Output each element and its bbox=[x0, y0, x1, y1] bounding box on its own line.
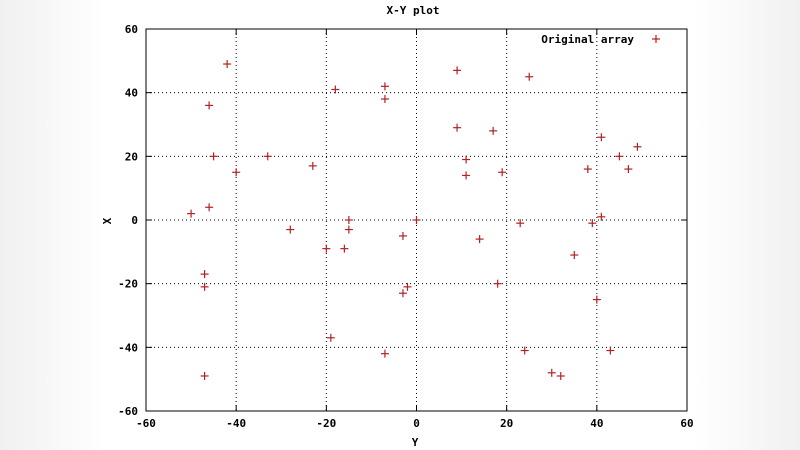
data-point bbox=[205, 203, 214, 212]
data-point bbox=[633, 142, 642, 151]
data-point bbox=[223, 60, 232, 69]
data-point bbox=[453, 123, 462, 132]
data-points bbox=[187, 60, 642, 380]
y-axis-label: X bbox=[101, 217, 114, 224]
data-point bbox=[286, 225, 295, 234]
y-tick-label: -40 bbox=[118, 341, 138, 354]
x-axis-label: Y bbox=[412, 436, 419, 449]
y-tick-label: -60 bbox=[118, 405, 138, 418]
legend-label: Original array bbox=[541, 33, 634, 46]
data-point bbox=[344, 225, 353, 234]
data-point bbox=[606, 346, 615, 355]
data-point bbox=[308, 161, 317, 170]
tick-labels: -60 -40 -20 0 20 40 60 -60 -40 -20 0 20 40 60 bbox=[118, 23, 694, 430]
data-point bbox=[475, 235, 484, 244]
data-point bbox=[200, 282, 209, 291]
data-point bbox=[403, 282, 412, 291]
y-tick-label: -20 bbox=[118, 278, 138, 291]
data-point bbox=[516, 219, 525, 228]
x-tick-label: -20 bbox=[316, 417, 336, 430]
data-point bbox=[187, 209, 196, 218]
data-point bbox=[583, 165, 592, 174]
x-tick-label: 40 bbox=[590, 417, 603, 430]
data-point bbox=[597, 133, 606, 142]
y-tick-label: 20 bbox=[125, 150, 138, 163]
x-tick-label: 0 bbox=[413, 417, 420, 430]
data-point bbox=[380, 349, 389, 358]
y-tick-label: 60 bbox=[125, 23, 138, 36]
data-point bbox=[380, 82, 389, 91]
x-tick-label: 20 bbox=[500, 417, 513, 430]
data-point bbox=[200, 270, 209, 279]
chart-title: X-Y plot bbox=[387, 4, 440, 17]
data-point bbox=[615, 152, 624, 161]
data-point bbox=[263, 152, 272, 161]
data-point bbox=[462, 171, 471, 180]
data-point bbox=[205, 101, 214, 110]
data-point bbox=[322, 244, 331, 253]
data-point bbox=[588, 219, 597, 228]
data-point bbox=[380, 95, 389, 104]
y-tick-label: 40 bbox=[125, 87, 138, 100]
legend: Original array bbox=[541, 33, 660, 46]
data-point bbox=[489, 126, 498, 135]
data-point bbox=[412, 216, 421, 224]
x-tick-label: -60 bbox=[136, 417, 156, 430]
data-point bbox=[498, 168, 507, 177]
data-point bbox=[624, 165, 633, 174]
data-point bbox=[344, 216, 353, 224]
x-tick-label: 60 bbox=[680, 417, 693, 430]
plot-border bbox=[145, 28, 688, 412]
data-point bbox=[493, 279, 502, 288]
legend-marker bbox=[652, 35, 660, 43]
data-point bbox=[209, 152, 218, 161]
data-point bbox=[547, 368, 556, 377]
data-point bbox=[200, 371, 209, 380]
data-point bbox=[462, 155, 471, 164]
data-point bbox=[556, 371, 565, 380]
data-point bbox=[340, 244, 349, 253]
data-point bbox=[525, 72, 534, 81]
data-point bbox=[570, 251, 579, 260]
data-point bbox=[398, 289, 407, 298]
data-point bbox=[453, 66, 462, 75]
data-point bbox=[597, 212, 606, 221]
data-point bbox=[592, 295, 601, 304]
legend-plus-marker bbox=[652, 35, 660, 43]
data-point bbox=[398, 231, 407, 240]
x-tick-label: -40 bbox=[226, 417, 246, 430]
data-point bbox=[232, 168, 241, 177]
y-tick-label: 0 bbox=[131, 214, 138, 227]
data-point bbox=[520, 346, 529, 355]
data-point bbox=[331, 85, 340, 94]
data-point bbox=[326, 333, 335, 342]
